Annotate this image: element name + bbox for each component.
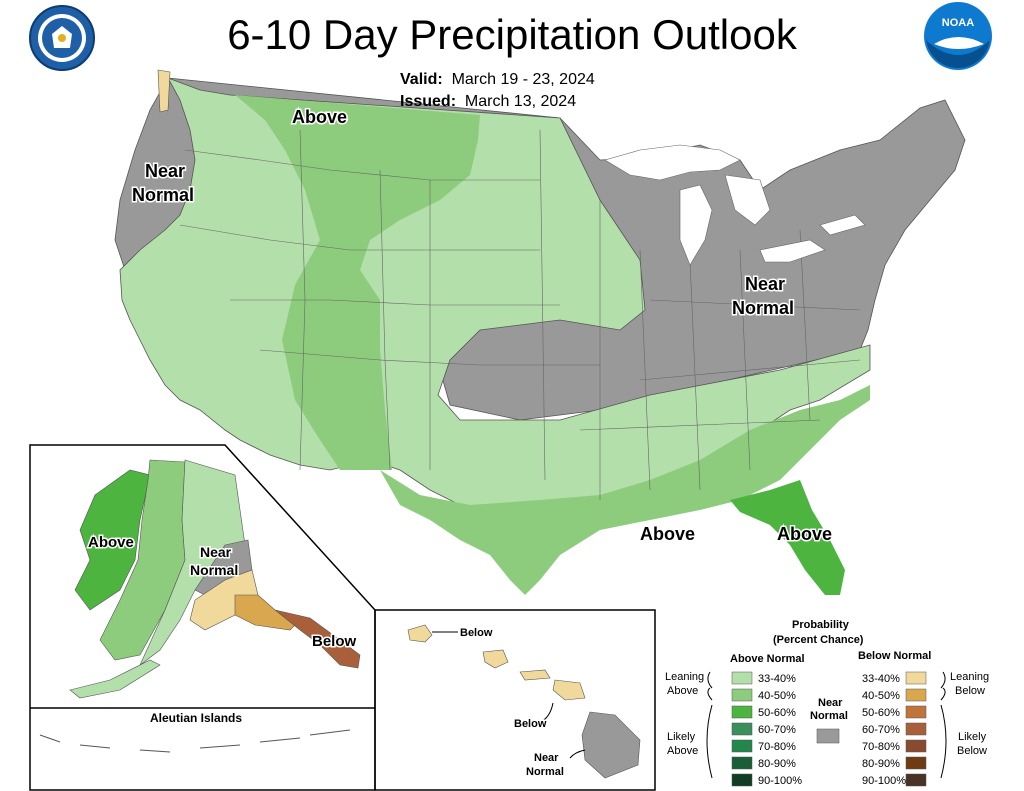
legend-above-bin-label-4: 60-70%: [758, 724, 796, 736]
hawaii-big-island: [581, 711, 641, 779]
legend-above-swatch-5: [731, 739, 753, 753]
legend-likely-above-1: Likely: [667, 731, 696, 743]
legend-near-swatch: [816, 728, 840, 744]
legend-below-bin-label-5: 70-80%: [862, 741, 900, 753]
aleutian-chain: [69, 659, 161, 699]
legend-below-rows: 33-40% 40-50% 50-60% 60-70% 70-80% 80-90% 90-1…: [862, 671, 927, 787]
label-aleutian-islands: Aleutian Islands: [150, 711, 242, 725]
label-alaska-above: Above: [88, 534, 134, 551]
label-alaska-near-line2: Normal: [190, 562, 238, 578]
state-boundaries: [179, 129, 861, 500]
issued-date: March 13, 2024: [464, 93, 577, 110]
legend-near-label-2: Normal: [810, 710, 848, 722]
legend-below-bin-label-2: 40-50%: [862, 690, 900, 702]
map-labels: Above Near Normal Near Normal Above Abov…: [87, 106, 834, 780]
commerce-seal-logo: [29, 5, 95, 71]
label-alaska-near-line1: Near: [200, 544, 232, 560]
legend-above-header: Above Normal: [730, 653, 805, 665]
label-conus-above-gulf: Above: [640, 524, 695, 544]
conus-above-50-60-florida: [730, 480, 845, 595]
conus-above-40-50-south: [380, 385, 870, 595]
legend-below-swatch-6: [905, 756, 927, 770]
legend-leaning-below-2: Below: [955, 685, 985, 697]
label-conus-near-west-line2: Normal: [132, 185, 194, 205]
hawaii-inset-frame: [374, 609, 656, 791]
legend-leaning-above-1: Leaning: [665, 671, 704, 683]
hawaii-kauai: [407, 624, 433, 643]
legend-above-swatch-6: [731, 756, 753, 770]
legend-below-swatch-1: [905, 671, 927, 685]
page-title: 6-10 Day Precipitation Outlook: [227, 11, 797, 58]
legend-above-swatch-4: [731, 722, 753, 736]
label-conus-near-west-line1: Near: [145, 161, 185, 181]
legend-title-2: (Percent Chance): [773, 634, 864, 646]
legend-above-bin-label-7: 90-100%: [758, 775, 802, 787]
legend-leaning-above-2: Above: [667, 685, 698, 697]
svg-text:NOAA: NOAA: [942, 17, 974, 29]
legend-below-bin-label-7: 90-100%: [862, 775, 906, 787]
great-lakes: [604, 144, 866, 266]
valid-dates-line: Valid: March 19 - 23, 2024: [400, 70, 595, 90]
legend-likely-below-1: Likely: [958, 731, 987, 743]
conus-below-33-40-pnw: [157, 69, 171, 113]
legend-below-swatch-7: [905, 773, 927, 787]
valid-label: Valid:: [400, 71, 443, 88]
label-hawaii-below-1: Below: [460, 627, 493, 639]
legend-below-bin-label-6: 80-90%: [862, 758, 900, 770]
label-conus-above-north: Above: [292, 107, 347, 127]
label-alaska-below: Below: [312, 633, 357, 650]
issued-date-line: Issued: March 13, 2024: [400, 92, 576, 112]
hawaii-maui: [552, 679, 586, 701]
legend-above-bin-label-3: 50-60%: [758, 707, 796, 719]
legend-below-bin-label-4: 60-70%: [862, 724, 900, 736]
legend-likely-below-2: Below: [957, 745, 987, 757]
legend-above-bin-label-5: 70-80%: [758, 741, 796, 753]
legend-above-bin-label-2: 40-50%: [758, 690, 796, 702]
legend-title-1: Probability: [792, 619, 850, 631]
issued-label: Issued:: [400, 93, 457, 110]
legend-below-bin-label-1: 33-40%: [862, 673, 900, 685]
hawaii-inset: [374, 609, 656, 791]
legend: Probability (Percent Chance) Above Norma…: [665, 619, 989, 787]
alaska-above-50-60: [74, 469, 151, 611]
alaska-below-50-70: [274, 609, 361, 669]
legend-above-bin-label-1: 33-40%: [758, 673, 796, 685]
conus-map: [114, 69, 966, 595]
hawaii-oahu: [482, 649, 509, 669]
legend-above-swatch-3: [731, 705, 753, 719]
legend-above-swatch-1: [731, 671, 753, 685]
alaska-inset: [29, 444, 376, 791]
legend-below-header: Below Normal: [858, 650, 931, 662]
legend-below-swatch-3: [905, 705, 927, 719]
alaska-below-33-40: [189, 569, 259, 631]
legend-likely-above-2: Above: [667, 745, 698, 757]
alaska-above-33-40: [139, 459, 246, 666]
alaska-below-40-50: [234, 594, 301, 631]
label-conus-near-east-line1: Near: [745, 274, 785, 294]
legend-below-bin-label-3: 50-60%: [862, 707, 900, 719]
aleutian-islands-outline: [39, 729, 351, 753]
conus-above-40-50-north: [235, 95, 480, 470]
noaa-logo: NOAA: [924, 2, 992, 70]
label-conus-near-east-line2: Normal: [732, 298, 794, 318]
legend-below-swatch-2: [905, 688, 927, 702]
legend-above-rows: 33-40% 40-50% 50-60% 60-70% 70-80% 80-90% 90-1…: [731, 671, 802, 787]
legend-near-label-1: Near: [818, 697, 843, 709]
label-hawaii-below-2: Below: [514, 718, 547, 730]
label-hawaii-near-line2: Normal: [526, 766, 564, 778]
legend-above-bin-label-6: 80-90%: [758, 758, 796, 770]
label-conus-above-florida: Above: [777, 524, 832, 544]
label-hawaii-near-line1: Near: [534, 752, 559, 764]
legend-above-swatch-2: [731, 688, 753, 702]
legend-below-swatch-5: [905, 739, 927, 753]
legend-leaning-below-1: Leaning: [950, 671, 989, 683]
legend-above-swatch-7: [731, 773, 753, 787]
valid-dates: March 19 - 23, 2024: [451, 71, 595, 88]
hawaii-molokai: [519, 669, 551, 681]
legend-below-swatch-4: [905, 722, 927, 736]
